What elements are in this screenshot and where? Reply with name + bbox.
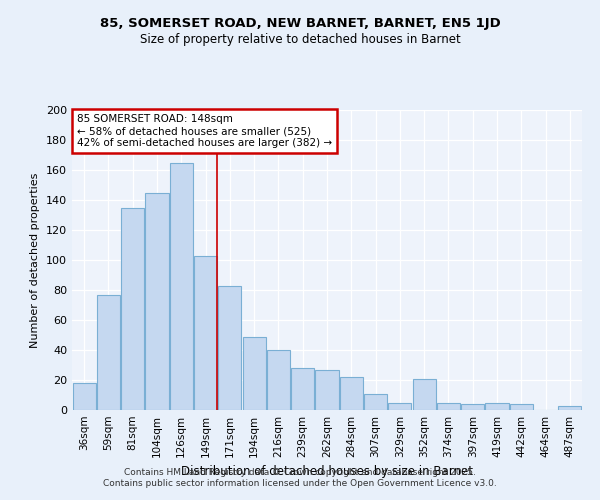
Y-axis label: Number of detached properties: Number of detached properties: [31, 172, 40, 348]
Bar: [170, 162, 193, 410]
Bar: [242, 336, 266, 410]
Bar: [340, 377, 363, 410]
Bar: [145, 192, 169, 410]
Text: Contains HM Land Registry data © Crown copyright and database right 2025.
Contai: Contains HM Land Registry data © Crown c…: [103, 468, 497, 487]
Bar: [461, 404, 484, 410]
Bar: [559, 406, 581, 410]
Bar: [510, 404, 533, 410]
Text: 85 SOMERSET ROAD: 148sqm
← 58% of detached houses are smaller (525)
42% of semi-: 85 SOMERSET ROAD: 148sqm ← 58% of detach…: [77, 114, 332, 148]
Bar: [364, 394, 387, 410]
Text: Size of property relative to detached houses in Barnet: Size of property relative to detached ho…: [140, 32, 460, 46]
Bar: [388, 402, 412, 410]
Bar: [194, 256, 217, 410]
Bar: [485, 402, 509, 410]
Bar: [121, 208, 144, 410]
Text: 85, SOMERSET ROAD, NEW BARNET, BARNET, EN5 1JD: 85, SOMERSET ROAD, NEW BARNET, BARNET, E…: [100, 18, 500, 30]
Bar: [267, 350, 290, 410]
Bar: [291, 368, 314, 410]
Bar: [97, 294, 120, 410]
Bar: [218, 286, 241, 410]
Bar: [73, 383, 95, 410]
X-axis label: Distribution of detached houses by size in Barnet: Distribution of detached houses by size …: [181, 466, 473, 478]
Bar: [413, 378, 436, 410]
Bar: [437, 402, 460, 410]
Bar: [316, 370, 338, 410]
